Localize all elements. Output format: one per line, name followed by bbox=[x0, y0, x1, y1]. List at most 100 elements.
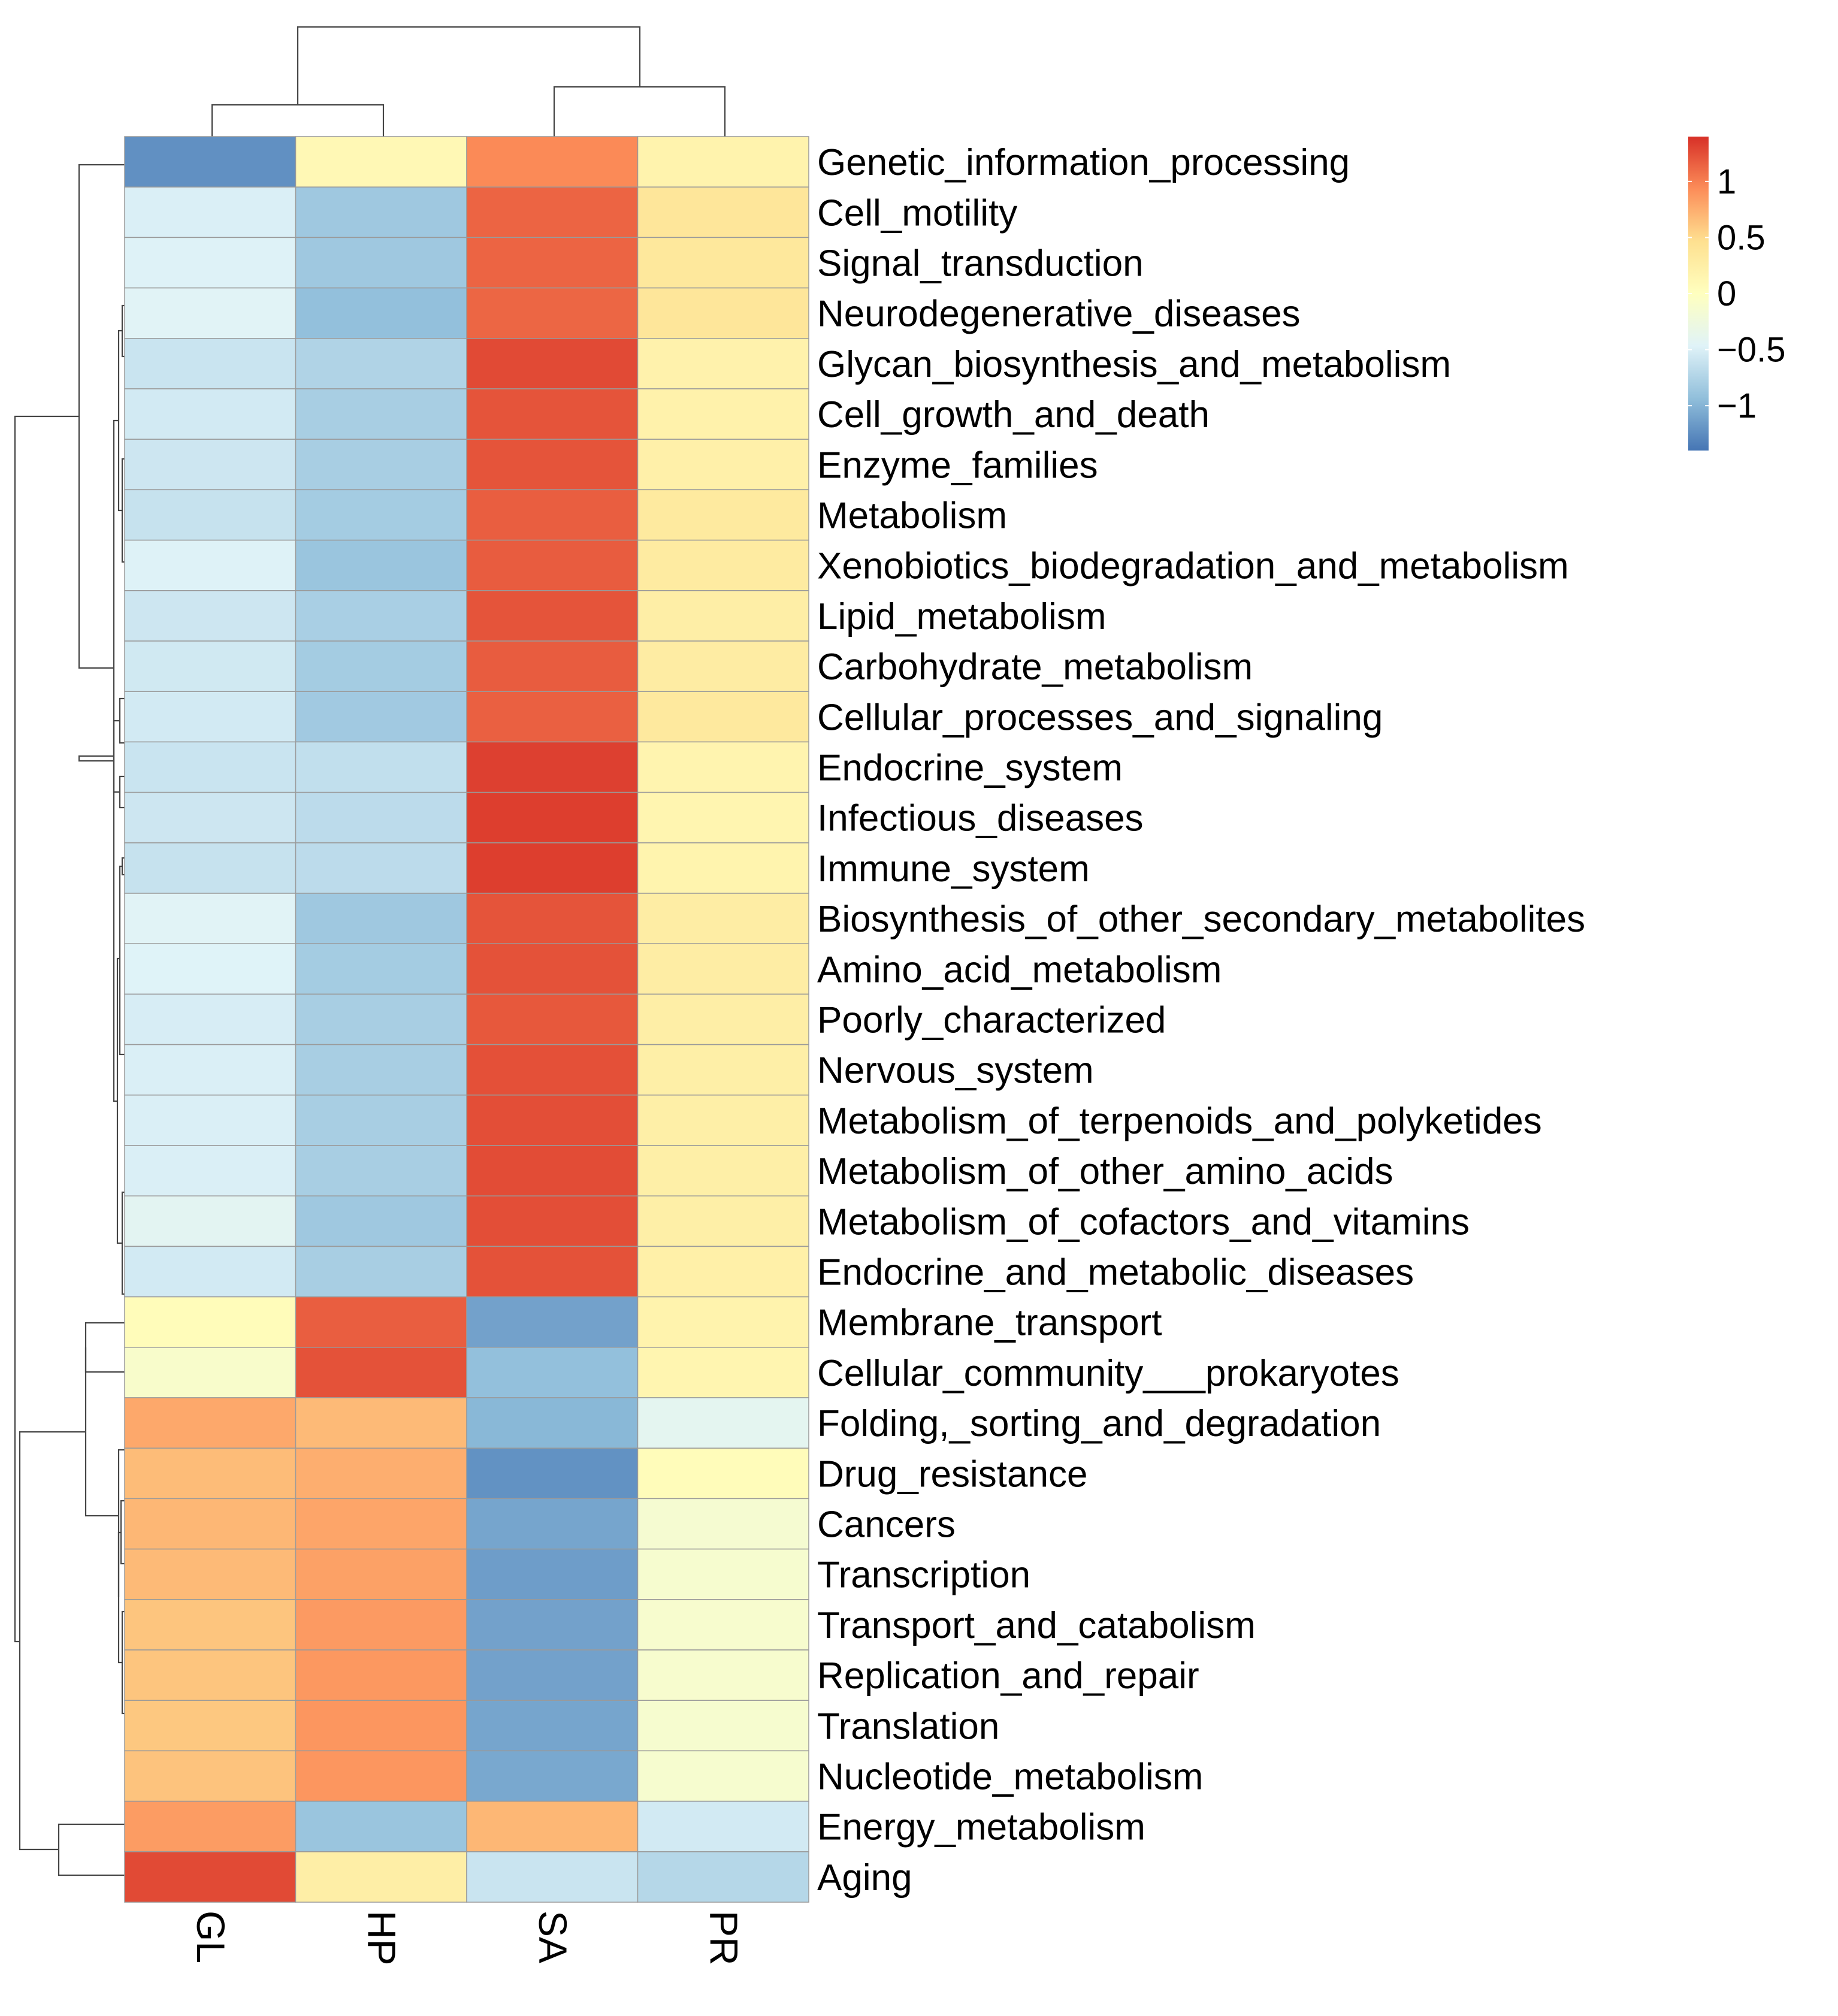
row-label: Transcription bbox=[817, 1555, 1030, 1596]
heatmap-cell bbox=[466, 842, 639, 894]
heatmap-cell bbox=[466, 1246, 639, 1298]
heatmap-cell bbox=[637, 237, 809, 289]
heatmap-cell bbox=[295, 1296, 467, 1348]
heatmap-cell bbox=[466, 1145, 639, 1196]
heatmap-cell bbox=[466, 237, 639, 289]
heatmap-cell bbox=[124, 640, 297, 692]
heatmap-cell bbox=[466, 943, 639, 995]
row-label: Transport_and_catabolism bbox=[817, 1605, 1256, 1646]
row-label: Cellular_processes_and_signaling bbox=[817, 697, 1383, 738]
heatmap-cell bbox=[637, 1498, 809, 1550]
heatmap-cell bbox=[124, 1145, 297, 1196]
heatmap-cell bbox=[295, 1700, 467, 1752]
heatmap-cell bbox=[295, 136, 467, 188]
heatmap-cell bbox=[295, 590, 467, 642]
heatmap-cell bbox=[466, 1397, 639, 1449]
heatmap-cell bbox=[124, 439, 297, 491]
row-label: Metabolism bbox=[817, 495, 1007, 537]
heatmap-cell bbox=[466, 791, 639, 844]
column-label: GL bbox=[189, 1911, 233, 1963]
row-label: Infectious_diseases bbox=[817, 798, 1144, 839]
heatmap-cell bbox=[466, 741, 639, 793]
heatmap-cell bbox=[295, 893, 467, 944]
heatmap-cell bbox=[466, 1700, 639, 1752]
heatmap-cell bbox=[124, 1397, 297, 1449]
heatmap-cell bbox=[466, 893, 639, 944]
heatmap-cell bbox=[124, 1851, 297, 1903]
heatmap-cell bbox=[466, 1599, 639, 1651]
heatmap-cell bbox=[466, 338, 639, 389]
heatmap-cell bbox=[124, 287, 297, 339]
heatmap-cell bbox=[637, 1095, 809, 1146]
heatmap-cell bbox=[466, 1347, 639, 1398]
heatmap-cell bbox=[124, 1095, 297, 1146]
heatmap-cell bbox=[637, 691, 809, 743]
heatmap-cell bbox=[466, 1044, 639, 1096]
row-label: Cell_motility bbox=[817, 192, 1017, 234]
heatmap-cell bbox=[637, 1145, 809, 1196]
heatmap-cell bbox=[124, 590, 297, 642]
row-label: Translation bbox=[817, 1706, 999, 1747]
heatmap-cell bbox=[124, 1246, 297, 1298]
heatmap-cell bbox=[637, 136, 809, 188]
heatmap-cell bbox=[637, 388, 809, 440]
heatmap-cell bbox=[295, 741, 467, 793]
row-label: Drug_resistance bbox=[817, 1453, 1087, 1495]
heatmap-cell bbox=[637, 1296, 809, 1348]
row-dendrogram bbox=[14, 164, 125, 1876]
row-label: Metabolism_of_cofactors_and_vitamins bbox=[817, 1201, 1470, 1243]
heatmap-cell bbox=[637, 842, 809, 894]
heatmap-cell bbox=[124, 1044, 297, 1096]
heatmap-cell bbox=[124, 1649, 297, 1701]
heatmap-cell bbox=[295, 1095, 467, 1146]
row-label: Nucleotide_metabolism bbox=[817, 1757, 1203, 1798]
heatmap-cell bbox=[295, 237, 467, 289]
row-labels: Genetic_information_processing Cell_motil… bbox=[817, 142, 1585, 1899]
heatmap-cell bbox=[124, 1347, 297, 1398]
heatmap-cell bbox=[295, 1498, 467, 1550]
heatmap-cell bbox=[466, 640, 639, 692]
heatmap-cell bbox=[637, 893, 809, 944]
legend-ticks: 1 0.5 0 −0.5 −1 bbox=[1688, 162, 1786, 425]
row-label: Endocrine_and_metabolic_diseases bbox=[817, 1252, 1414, 1293]
heatmap-cell bbox=[637, 993, 809, 1045]
heatmap-cell bbox=[295, 791, 467, 844]
color-legend: 1 0.5 0 −0.5 −1 bbox=[1688, 137, 1786, 451]
column-labels: GL HP SA PR bbox=[189, 1911, 746, 1966]
heatmap-cell bbox=[124, 993, 297, 1045]
heatmap-cell bbox=[466, 1195, 639, 1247]
heatmap-cell bbox=[295, 691, 467, 743]
heatmap-cell bbox=[124, 489, 297, 541]
heatmap-cell bbox=[637, 640, 809, 692]
row-label: Signal_transduction bbox=[817, 243, 1144, 285]
heatmap-cell bbox=[637, 338, 809, 389]
heatmap-cell bbox=[124, 1296, 297, 1348]
heatmap-cell bbox=[466, 287, 639, 339]
heatmap-cell bbox=[466, 539, 639, 591]
heatmap-cell bbox=[295, 539, 467, 591]
heatmap-cell bbox=[295, 489, 467, 541]
heatmap-cell bbox=[466, 1447, 639, 1500]
heatmap-cell bbox=[295, 1397, 467, 1449]
heatmap-cell bbox=[637, 1851, 809, 1903]
column-label: HP bbox=[359, 1911, 404, 1966]
row-label: Cell_growth_and_death bbox=[817, 394, 1210, 436]
heatmap-cell bbox=[124, 741, 297, 793]
row-label: Nervous_system bbox=[817, 1050, 1094, 1092]
heatmap-cell bbox=[124, 1800, 297, 1852]
heatmap-cell bbox=[466, 186, 639, 238]
heatmap-cell bbox=[637, 1649, 809, 1701]
heatmap-cell bbox=[466, 1800, 639, 1852]
heatmap-cell bbox=[295, 287, 467, 339]
legend-tick-label: 0 bbox=[1717, 274, 1736, 313]
heatmap-cell bbox=[637, 1800, 809, 1852]
heatmap-cell bbox=[124, 338, 297, 389]
legend-tick-label: 0.5 bbox=[1717, 218, 1766, 257]
heatmap-cell bbox=[295, 1599, 467, 1651]
heatmap-cell bbox=[466, 1498, 639, 1550]
row-label: Immune_system bbox=[817, 848, 1090, 890]
heatmap-cell bbox=[295, 1246, 467, 1298]
row-label: Amino_acid_metabolism bbox=[817, 949, 1222, 990]
heatmap-cell bbox=[295, 1195, 467, 1247]
heatmap-cell bbox=[124, 1498, 297, 1550]
